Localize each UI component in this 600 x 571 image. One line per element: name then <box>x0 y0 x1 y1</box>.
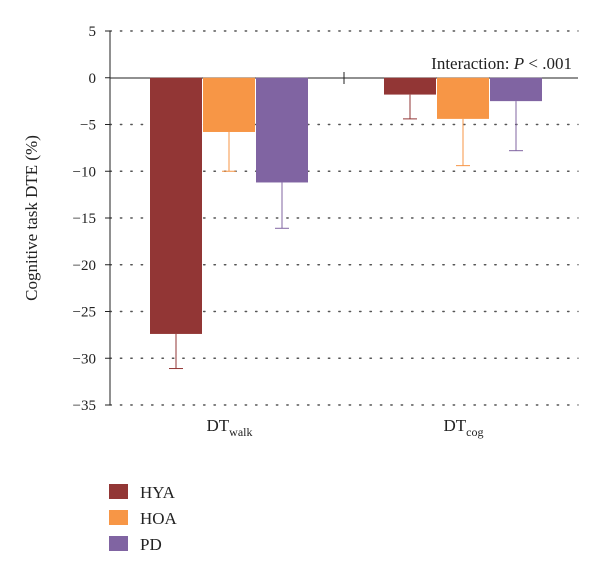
bar-hoa <box>203 77 255 132</box>
y-tick-label: 0 <box>89 71 97 87</box>
legend: HYA HOA PD <box>109 483 178 554</box>
interaction-annotation: Interaction: P < .001 <box>431 54 572 73</box>
x-category-label: DTcog <box>444 416 484 439</box>
y-tick-label: −25 <box>73 305 96 321</box>
grid-lines <box>105 30 579 406</box>
legend-label-pd: PD <box>140 535 162 554</box>
bar-hya <box>150 77 202 334</box>
y-tick-label: −10 <box>73 164 96 180</box>
category-subscript: walk <box>229 425 252 439</box>
x-category-label: DTwalk <box>207 416 253 439</box>
error-bars <box>169 94 523 370</box>
y-tick-label: 5 <box>89 24 97 40</box>
bar-pd <box>490 77 542 102</box>
y-tick-label: −30 <box>73 351 96 367</box>
y-tick-label: −15 <box>73 211 96 227</box>
legend-label-hya: HYA <box>140 483 176 502</box>
x-category-labels: DTwalk DTcog <box>207 416 484 439</box>
annotation-prefix: Interaction: <box>431 54 514 73</box>
legend-swatch-hoa <box>109 510 128 525</box>
y-axis-label: Cognitive task DTE (%) <box>22 135 41 301</box>
legend-label-hoa: HOA <box>140 509 178 528</box>
category-subscript: cog <box>466 425 483 439</box>
legend-swatch-hya <box>109 484 128 499</box>
bar-hya <box>384 77 436 95</box>
annotation-suffix: < .001 <box>524 54 572 73</box>
y-tick-label: −5 <box>80 118 96 134</box>
category-base: DT <box>207 416 230 435</box>
annotation-p: P <box>513 54 524 73</box>
bars <box>150 77 542 334</box>
y-tick-label: −35 <box>73 398 96 414</box>
y-tick-label: −20 <box>73 258 96 274</box>
category-base: DT <box>444 416 467 435</box>
bar-pd <box>256 77 308 183</box>
y-tick-labels: 5 0 −5 −10 −15 −20 −25 −30 −35 <box>73 24 96 414</box>
bar-hoa <box>437 77 489 119</box>
legend-swatch-pd <box>109 536 128 551</box>
